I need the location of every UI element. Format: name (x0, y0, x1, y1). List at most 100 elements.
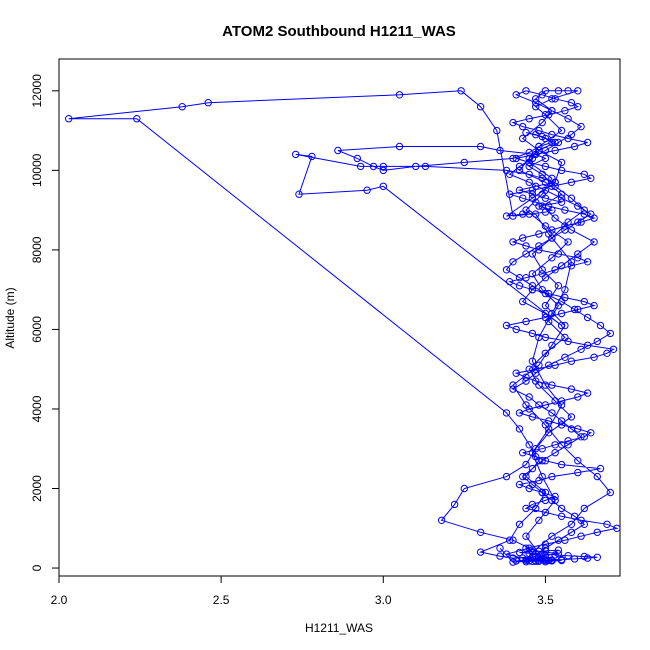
data-point (528, 357, 537, 365)
data-point (603, 520, 611, 528)
data-point (541, 154, 550, 163)
data-point (557, 198, 566, 206)
data-point (557, 321, 566, 330)
data-point (541, 162, 550, 171)
data-point (522, 558, 530, 566)
data-point (557, 421, 566, 429)
data-point (590, 238, 598, 246)
data-point (570, 305, 579, 314)
data-point (567, 385, 576, 393)
data-point (541, 146, 550, 155)
data-point (554, 250, 563, 258)
data-point (204, 99, 212, 107)
data-point (570, 142, 579, 151)
data-point (525, 162, 533, 171)
data-point (557, 262, 566, 270)
data-point (551, 449, 559, 457)
data-point (557, 190, 566, 198)
data-point (496, 552, 504, 560)
data-point (574, 103, 582, 111)
data-point (522, 472, 530, 481)
data-point (334, 146, 342, 155)
series-line (68, 90, 619, 563)
data-point (577, 433, 585, 441)
data-point (528, 186, 537, 194)
data-point (506, 278, 514, 286)
data-point (522, 544, 530, 552)
data-point (528, 548, 537, 556)
data-point (541, 547, 550, 555)
data-point (561, 107, 569, 115)
data-point (506, 190, 514, 198)
data-point (593, 337, 601, 346)
data-point (522, 460, 530, 469)
data-point (525, 115, 533, 123)
y-tick-label: 6000 (30, 316, 44, 343)
data-point (561, 353, 569, 361)
data-point (538, 445, 546, 453)
data-point (557, 166, 566, 175)
data-point (515, 186, 524, 194)
data-point (561, 222, 569, 230)
data-point (292, 150, 300, 159)
data-point (548, 472, 556, 481)
data-point (551, 138, 559, 147)
data-point (548, 496, 556, 505)
data-point (574, 305, 582, 314)
data-point (570, 512, 579, 520)
data-point (567, 528, 576, 536)
x-tick-label: 2.0 (51, 593, 68, 607)
data-point (545, 429, 553, 437)
data-point (493, 126, 501, 135)
data-point (574, 250, 582, 258)
data-point (506, 536, 514, 544)
data-point (532, 369, 540, 377)
data-point (587, 174, 595, 183)
data-point (557, 417, 566, 425)
data-point (379, 162, 387, 171)
data-point (541, 508, 550, 517)
data-point (541, 313, 550, 322)
data-point (548, 341, 556, 349)
data-point (541, 349, 550, 357)
data-point (502, 550, 511, 558)
data-point (541, 457, 550, 465)
y-axis: 0 2000 4000 6000 8000 10000 12000 (30, 74, 60, 571)
data-point (535, 230, 543, 238)
data-point (577, 122, 585, 131)
data-point (583, 341, 592, 349)
data-point (308, 152, 316, 161)
data-point (545, 289, 553, 298)
data-point (580, 433, 588, 441)
data-point (567, 520, 576, 528)
data-point (363, 186, 371, 194)
y-tick-label: 8000 (30, 236, 44, 263)
data-point (541, 111, 550, 119)
data-point (564, 87, 572, 95)
data-point (548, 107, 556, 115)
data-point (412, 162, 420, 171)
data-point (577, 532, 585, 540)
data-point (545, 361, 553, 369)
data-point (525, 393, 533, 401)
data-point (522, 87, 530, 95)
y-axis-label: Altitude (m) (3, 287, 17, 348)
data-point (515, 409, 524, 417)
data-point (590, 301, 598, 310)
data-point (515, 548, 524, 557)
data-point (593, 553, 601, 561)
data-point (554, 546, 563, 554)
data-point (574, 393, 582, 401)
data-point (525, 441, 533, 449)
data-point (609, 345, 618, 353)
data-point (554, 282, 563, 290)
data-point (538, 91, 546, 99)
data-point (574, 202, 582, 210)
data-point (541, 544, 550, 552)
data-point (535, 476, 543, 485)
data-point (577, 345, 585, 353)
data-point (557, 297, 566, 306)
data-point (583, 258, 592, 266)
data-point (519, 122, 527, 131)
